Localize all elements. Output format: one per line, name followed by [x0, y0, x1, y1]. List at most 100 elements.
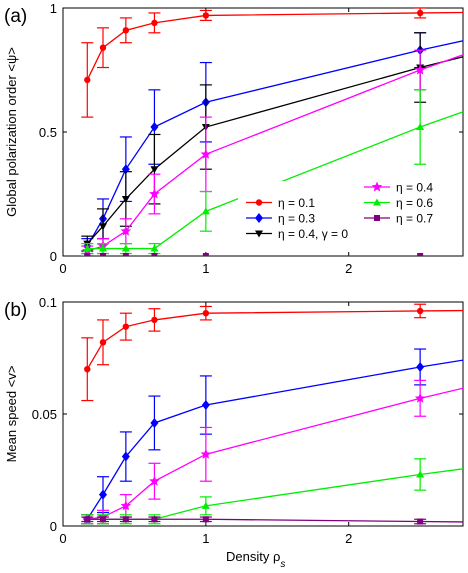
series-η = 0.1 — [81, 8, 463, 118]
legend-label: η = 0.6 — [396, 196, 433, 210]
data-point — [151, 316, 158, 324]
legend-entry: η = 0.4 — [364, 181, 433, 195]
legend-entry: η = 0.1 — [246, 196, 315, 210]
data-point — [202, 310, 210, 317]
legend-marker — [371, 181, 383, 192]
panel-b: 0 1 2 0 0.05 0.1 (b) Mean speed <v> Density ρs — [4, 295, 464, 570]
data-point — [100, 253, 106, 256]
data-point — [202, 12, 210, 19]
data-point — [414, 64, 426, 75]
data-point — [120, 225, 132, 236]
data-point — [84, 516, 91, 523]
y-tick-label: 0.5 — [39, 125, 57, 140]
legend-entry: η = 0.6 — [364, 196, 433, 210]
data-point — [150, 244, 159, 252]
legend-label: η = 0.3 — [278, 212, 315, 226]
series-η = 0.1 — [81, 303, 463, 402]
panel-label: (a) — [4, 6, 27, 27]
data-point — [201, 207, 210, 215]
data-point — [202, 516, 209, 523]
data-point — [84, 366, 91, 373]
data-point — [417, 518, 424, 525]
plot-area — [81, 8, 463, 256]
y-tick-label: 0.1 — [39, 295, 57, 310]
legend-label: η = 0.4, γ = 0 — [278, 227, 348, 241]
x-tick-label: 2 — [345, 531, 352, 546]
data-point — [99, 339, 107, 346]
data-point — [150, 166, 159, 174]
data-point — [121, 244, 130, 252]
legend-marker — [255, 213, 263, 223]
legend-entry: η = 0.7 — [364, 212, 433, 226]
data-point — [414, 392, 426, 403]
data-point — [151, 19, 158, 27]
y-tick-label: 0.05 — [32, 407, 57, 422]
x-axis-label: Density ρs — [226, 549, 285, 570]
x-axis-label-main: Density ρ — [226, 549, 280, 564]
series-η = 0.6 — [81, 458, 463, 525]
data-point — [84, 76, 91, 84]
data-point — [84, 253, 91, 256]
data-point — [122, 253, 129, 256]
data-point — [149, 475, 160, 486]
data-point — [122, 27, 130, 34]
x-tick-label: 1 — [202, 261, 209, 276]
y-tick-label: 0 — [50, 249, 57, 264]
legend-marker — [255, 230, 263, 238]
data-point — [200, 148, 212, 159]
data-point — [151, 516, 158, 523]
data-point — [120, 500, 132, 511]
data-point — [150, 122, 159, 133]
data-point — [99, 44, 107, 51]
data-point — [121, 451, 130, 462]
x-tick-label: 2 — [345, 261, 352, 276]
series-η = 0.7 — [84, 253, 463, 256]
data-point — [122, 323, 130, 330]
data-point — [416, 470, 425, 478]
legend-label: η = 0.7 — [396, 212, 433, 226]
legend-entry: η = 0.4, γ = 0 — [246, 227, 348, 241]
x-tick-label: 0 — [59, 531, 66, 546]
y-axis-label: Mean speed <v> — [4, 366, 19, 463]
legend-label: η = 0.1 — [278, 196, 315, 210]
legend-entry: η = 0.3 — [246, 212, 315, 226]
data-point — [201, 501, 210, 509]
data-point — [83, 244, 92, 252]
data-point — [99, 489, 107, 500]
data-point — [200, 448, 212, 459]
legend-marker — [255, 199, 263, 206]
data-point — [122, 516, 129, 523]
y-tick-label: 1 — [50, 1, 57, 16]
series-line — [86, 309, 463, 370]
y-tick-label: 0 — [50, 519, 57, 534]
data-point — [201, 400, 210, 411]
series-line — [87, 518, 463, 523]
series-η = 0.4 — [81, 379, 463, 525]
y-axis-label: Global polarization order <ψ> — [4, 47, 19, 217]
series-line — [87, 387, 463, 520]
data-point — [99, 244, 107, 252]
data-point — [150, 417, 159, 428]
data-point — [151, 253, 158, 256]
data-point — [121, 195, 130, 203]
legend-marker — [374, 215, 380, 221]
data-point — [417, 253, 424, 256]
data-point — [416, 9, 424, 17]
series-η = 0.6 — [81, 89, 463, 255]
legend-marker — [373, 198, 381, 206]
panel-a: 0 1 2 0 0.5 1 (a) Global polarization order <ψ>… — [4, 1, 464, 276]
x-axis-label-sub: s — [280, 559, 285, 570]
legend-label: η = 0.4 — [396, 181, 433, 195]
plot-frame — [62, 301, 464, 527]
x-tick-label: 1 — [202, 531, 209, 546]
data-point — [416, 361, 425, 372]
plot-area — [81, 303, 463, 525]
data-point — [100, 516, 106, 523]
series-line — [86, 11, 463, 81]
x-tick-label: 0 — [59, 261, 66, 276]
data-point — [99, 223, 107, 231]
legend: η = 0.1η = 0.3η = 0.4, γ = 0η = 0.4η = 0… — [238, 181, 460, 251]
data-point — [202, 253, 209, 256]
legend-box — [238, 181, 460, 251]
